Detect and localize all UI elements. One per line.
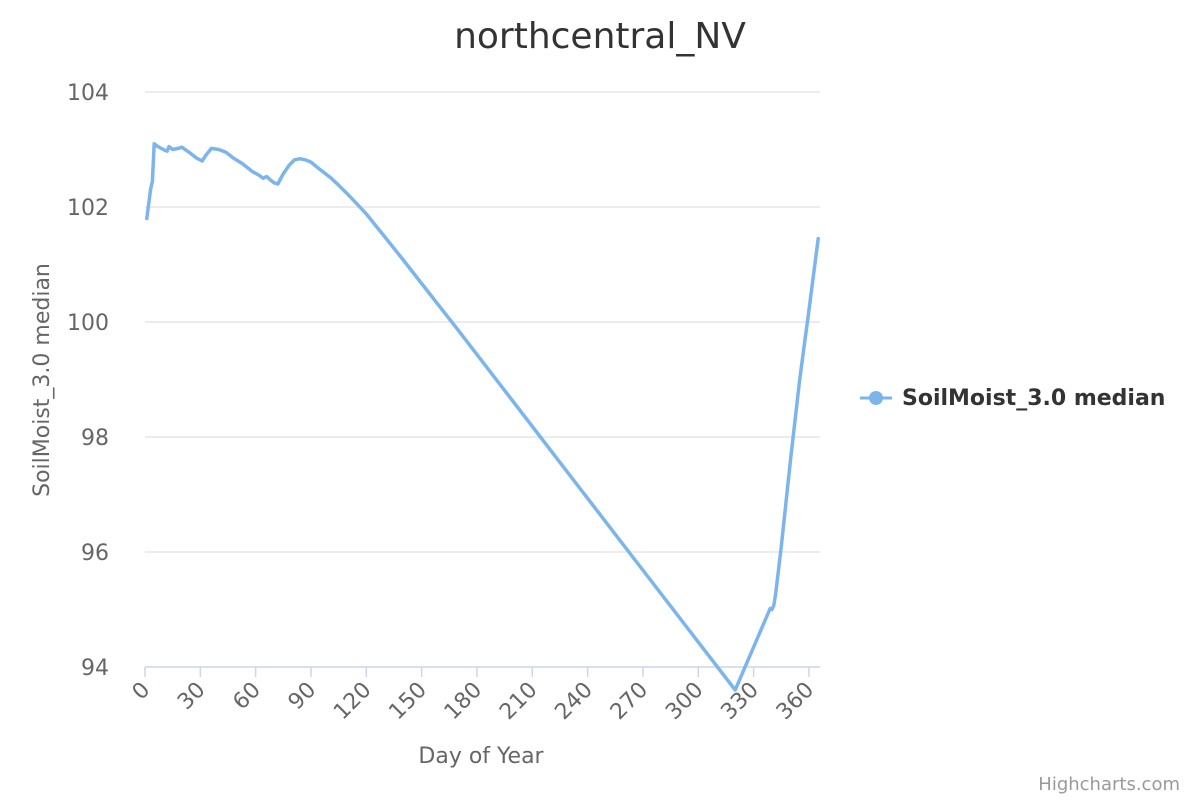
x-tick-label: 120 xyxy=(329,678,376,725)
y-tick-label: 96 xyxy=(81,541,109,566)
x-tick-label: 150 xyxy=(385,678,432,725)
x-tick-label: 360 xyxy=(772,678,819,725)
x-axis-title: Day of Year xyxy=(418,744,544,769)
credits-link[interactable]: Highcharts.com xyxy=(1038,774,1180,795)
legend-dot-marker xyxy=(869,391,883,405)
x-tick-label: 90 xyxy=(284,678,321,715)
axes xyxy=(144,666,820,677)
x-tick-label: 60 xyxy=(228,678,265,715)
x-tick-label: 240 xyxy=(550,678,597,725)
x-axis-ticks: 0 30 60 90 120 150 180 210 240 270 300 330 360 xyxy=(128,678,820,725)
y-tick-label: 94 xyxy=(81,656,109,681)
legend-entry-label: SoilMoist_3.0 median xyxy=(902,386,1165,411)
grid-lines xyxy=(145,91,820,553)
y-tick-label: 98 xyxy=(81,426,109,451)
legend[interactable]: SoilMoist_3.0 median xyxy=(860,386,1165,411)
chart-title: northcentral_NV xyxy=(454,16,746,57)
y-tick-label: 104 xyxy=(67,81,109,106)
x-tick-label: 30 xyxy=(173,678,210,715)
series-line-0[interactable] xyxy=(145,142,820,692)
series-lines xyxy=(145,142,820,692)
x-tick-label: 180 xyxy=(440,678,487,725)
x-tick-label: 0 xyxy=(128,678,156,706)
y-axis-ticks: 94 96 98 100 102 104 xyxy=(67,81,109,681)
x-tick-label: 330 xyxy=(716,678,763,725)
x-tick-label: 300 xyxy=(661,678,708,725)
y-tick-label: 102 xyxy=(67,196,109,221)
y-tick-label: 100 xyxy=(67,311,109,336)
x-tick-label: 210 xyxy=(495,678,542,725)
y-axis-title: SoilMoist_3.0 median xyxy=(30,263,55,497)
x-tick-label: 270 xyxy=(606,678,653,725)
